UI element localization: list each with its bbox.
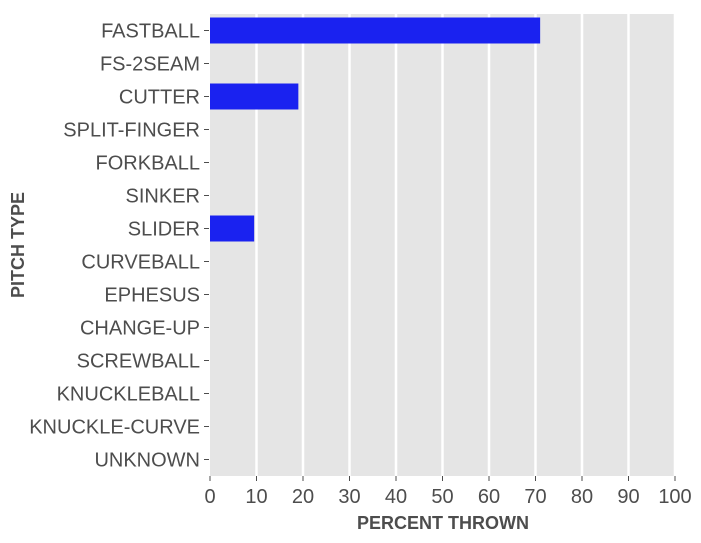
x-tick-label: 100 — [658, 486, 691, 508]
x-tick-label: 60 — [478, 486, 500, 508]
x-tick-label: 70 — [524, 486, 546, 508]
x-tick-label: 20 — [292, 486, 314, 508]
grid-lines — [255, 14, 677, 476]
x-tick-label: 30 — [338, 486, 360, 508]
x-axis-ticks: 0 10 20 30 40 50 60 70 80 90 100 — [204, 476, 692, 508]
y-tick-label: SPLIT-FINGER — [63, 120, 200, 142]
x-tick-label: 90 — [617, 486, 639, 508]
y-tick-label: EPHESUS — [104, 285, 200, 307]
bars — [210, 17, 541, 242]
y-axis-title: PITCH TYPE — [8, 192, 28, 298]
y-tick-label: CURVEBALL — [81, 252, 200, 274]
bar — [210, 17, 541, 44]
x-tick-label: 0 — [204, 486, 215, 508]
y-tick-label: FORKBALL — [96, 153, 200, 175]
y-tick-label: FASTBALL — [101, 21, 200, 43]
x-tick-label: 50 — [431, 486, 453, 508]
x-tick-label: 40 — [385, 486, 407, 508]
x-tick-label: 80 — [571, 486, 593, 508]
y-tick-label: KNUCKLE-CURVE — [29, 417, 200, 439]
x-axis-title: PERCENT THROWN — [357, 513, 529, 533]
y-tick-label: UNKNOWN — [94, 450, 200, 472]
y-tick-label: FS-2SEAM — [100, 54, 200, 76]
x-tick-label: 10 — [245, 486, 267, 508]
bar — [210, 83, 299, 110]
y-tick-label: SLIDER — [128, 219, 200, 241]
y-tick-label: KNUCKLEBALL — [57, 384, 200, 406]
bar — [210, 215, 255, 242]
y-tick-label: SINKER — [126, 186, 200, 208]
y-axis-ticks: FASTBALL FS-2SEAM CUTTER SPLIT-FINGER FORKBA… — [29, 21, 209, 472]
y-tick-label: SCREWBALL — [77, 351, 200, 373]
y-tick-label: CUTTER — [119, 87, 200, 109]
y-tick-label: CHANGE-UP — [80, 318, 200, 340]
